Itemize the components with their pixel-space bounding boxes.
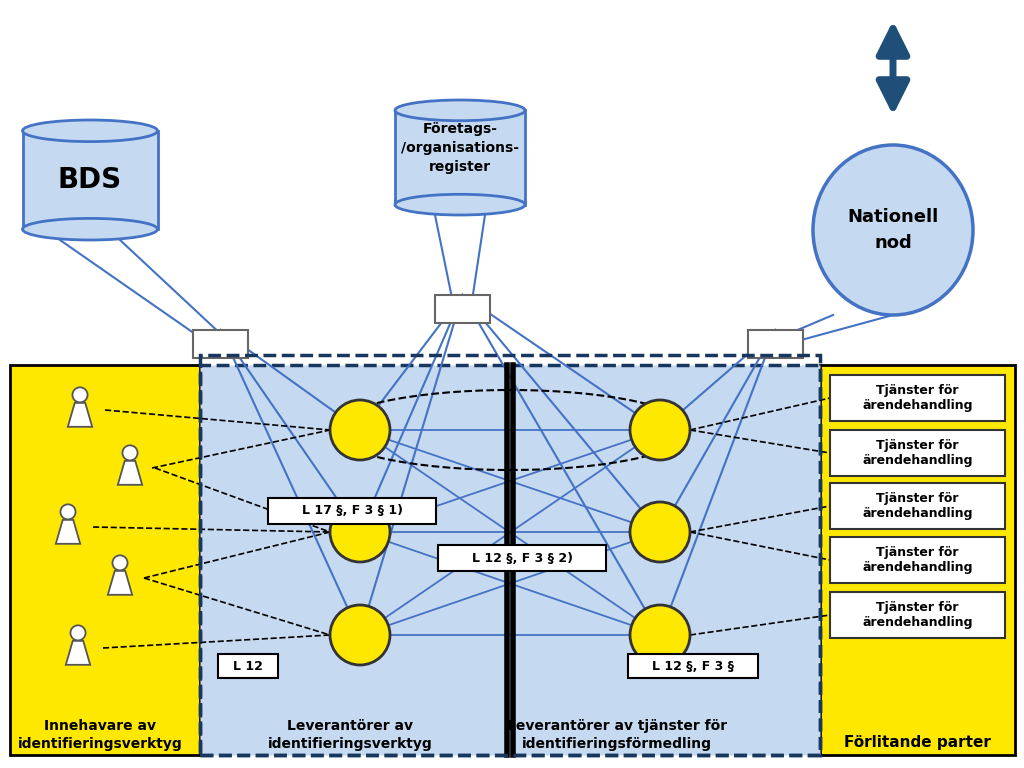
Bar [193, 330, 248, 358]
Circle shape [60, 505, 76, 519]
Text: Förlitande parter: Förlitande parter [844, 734, 990, 750]
Circle shape [73, 387, 88, 402]
Text: BDS: BDS [58, 166, 122, 194]
Bar [830, 537, 1005, 583]
Ellipse shape [395, 100, 525, 121]
Text: Tjänster för
ärendehandling: Tjänster för ärendehandling [862, 546, 973, 574]
Circle shape [630, 400, 690, 460]
Circle shape [330, 502, 390, 562]
Bar [748, 330, 803, 358]
Bar [438, 545, 606, 571]
Polygon shape [118, 461, 142, 485]
Polygon shape [68, 403, 92, 427]
Circle shape [630, 502, 690, 562]
Text: L 12: L 12 [233, 660, 263, 673]
Circle shape [630, 605, 690, 665]
Bar [435, 295, 490, 323]
Text: L 17 §, F 3 § 1): L 17 §, F 3 § 1) [301, 505, 402, 518]
Circle shape [123, 445, 137, 461]
Bar [218, 654, 278, 678]
Ellipse shape [23, 120, 158, 141]
Bar [268, 498, 436, 524]
Bar [830, 375, 1005, 421]
Bar [820, 365, 1015, 755]
Ellipse shape [23, 218, 158, 240]
Polygon shape [108, 571, 132, 594]
Ellipse shape [395, 194, 525, 215]
Bar [628, 654, 758, 678]
Text: Leverantörer av
identifieringsverktyg: Leverantörer av identifieringsverktyg [267, 719, 432, 751]
Text: Tjänster för
ärendehandling: Tjänster för ärendehandling [862, 492, 973, 520]
Bar [10, 365, 200, 755]
Circle shape [330, 400, 390, 460]
Text: Företags-
/organisations-
register: Företags- /organisations- register [401, 121, 519, 174]
Bar [830, 430, 1005, 476]
Circle shape [71, 625, 86, 641]
Bar [395, 111, 525, 204]
Text: Innehavare av
identifieringsverktyg: Innehavare av identifieringsverktyg [17, 719, 182, 751]
Text: Leverantörer av tjänster för
identifieringsförmedling: Leverantörer av tjänster för identifieri… [507, 719, 727, 751]
Bar [200, 355, 820, 755]
Bar [830, 483, 1005, 529]
Bar [200, 365, 820, 755]
Polygon shape [56, 520, 80, 544]
Text: Tjänster för
ärendehandling: Tjänster för ärendehandling [862, 439, 973, 467]
Bar [830, 592, 1005, 638]
Text: Tjänster för
ärendehandling: Tjänster för ärendehandling [862, 601, 973, 629]
Text: Nationell
nod: Nationell nod [848, 208, 939, 252]
Circle shape [330, 605, 390, 665]
Text: L 12 §, F 3 § 2): L 12 §, F 3 § 2) [471, 551, 572, 564]
Circle shape [113, 555, 128, 571]
Text: Tjänster för
ärendehandling: Tjänster för ärendehandling [862, 384, 973, 412]
Text: L 12 §, F 3 §: L 12 §, F 3 § [652, 660, 734, 673]
Bar [23, 131, 158, 229]
Ellipse shape [813, 145, 973, 315]
Polygon shape [66, 641, 90, 665]
